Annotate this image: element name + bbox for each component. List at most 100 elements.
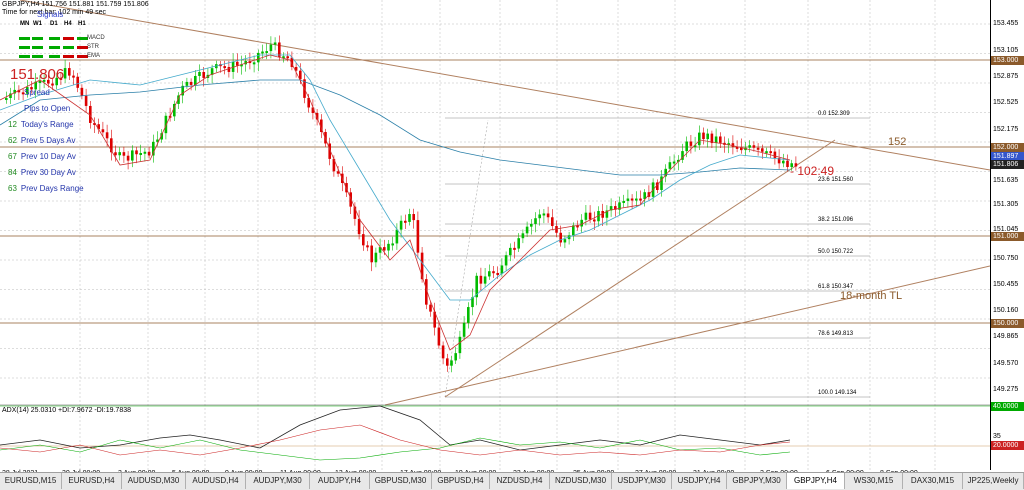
- tab-audjpy-m30[interactable]: AUDJPY,M30: [246, 473, 310, 489]
- candle-body: [496, 272, 499, 275]
- price-tag: 153.000: [991, 56, 1024, 65]
- candle-body: [635, 198, 638, 201]
- uptrend-line: [444, 139, 836, 398]
- candle-body: [307, 97, 310, 108]
- price-tick: 151.635: [993, 177, 1019, 184]
- candle-body: [458, 336, 462, 354]
- candle-body: [462, 322, 466, 337]
- candle-body: [189, 81, 193, 85]
- candle-body: [698, 132, 701, 146]
- candle-body: [475, 275, 478, 298]
- tab-eurusd-h4[interactable]: EURUSD,H4: [62, 473, 122, 489]
- candle-body: [273, 42, 277, 45]
- price-tick: 151.045: [993, 226, 1019, 233]
- signal-cell: [32, 55, 43, 58]
- adx-tag-40: 40.0000: [991, 402, 1024, 411]
- candle-body: [706, 133, 709, 140]
- candle-body: [525, 226, 529, 234]
- candle-body: [664, 168, 667, 177]
- info-row-label: Prev 5 Days Av: [20, 136, 76, 145]
- tab-gbpjpy-h4[interactable]: GBPJPY,H4: [787, 473, 845, 489]
- price-tick: 151.305: [993, 201, 1019, 208]
- tab-ws30-m15[interactable]: WS30,M15: [845, 473, 903, 489]
- tab-audusd-h4[interactable]: AUDUSD,H4: [186, 473, 246, 489]
- candle-body: [143, 151, 147, 154]
- adx-plus-di-line: [0, 437, 791, 461]
- tab-audusd-m30[interactable]: AUDUSD,M30: [122, 473, 186, 489]
- candle-body: [504, 255, 508, 266]
- tab-usdjpy-h4[interactable]: USDJPY,H4: [672, 473, 727, 489]
- signal-cell: [63, 46, 74, 49]
- candle-body: [429, 304, 432, 312]
- candle-body: [630, 198, 634, 201]
- chart-header: GBPJPY,H4 151.756 151.881 151.759 151.80…: [2, 1, 149, 17]
- candle-body: [559, 232, 562, 243]
- candle-body: [509, 247, 512, 256]
- price-tag: 152.000: [991, 143, 1024, 152]
- info-row-value: 84: [8, 168, 17, 177]
- candle-body: [55, 77, 58, 86]
- candle-body: [551, 217, 554, 227]
- signal-tf-d1: D1: [50, 21, 58, 27]
- candle-body: [731, 143, 735, 147]
- tab-gbpusd-h4[interactable]: GBPUSD,H4: [432, 473, 490, 489]
- candle-body: [59, 77, 63, 80]
- label-18-month-tl: 18-month TL: [840, 290, 903, 302]
- signal-tf-h4: H4: [64, 21, 72, 27]
- info-row-value: 62: [8, 136, 17, 145]
- tab-dax30-m15[interactable]: DAX30,M15: [903, 473, 963, 489]
- info-row-label: Prev 30 Day Av: [20, 168, 76, 177]
- candle-body: [521, 233, 525, 239]
- tab-jp225-weekly[interactable]: JP225,Weekly: [963, 473, 1024, 489]
- price-tick: 152.525: [993, 99, 1019, 106]
- candle-body: [412, 214, 415, 221]
- candle-body: [131, 150, 134, 161]
- info-row-label: Spread: [24, 88, 50, 97]
- candle-body: [68, 68, 71, 76]
- candle-body: [294, 67, 298, 71]
- tab-audjpy-h4[interactable]: AUDJPY,H4: [310, 473, 370, 489]
- price-axis[interactable]: 153.455 153.105 152.875 152.525 152.175 151.6…: [990, 0, 1024, 470]
- fib-label-6: 100.0 149.134: [818, 390, 857, 396]
- candle-body: [794, 163, 798, 167]
- candle-body: [668, 162, 672, 169]
- tab-gbpusd-m30[interactable]: GBPUSD,M30: [370, 473, 432, 489]
- candle-body: [399, 220, 403, 230]
- candle-body: [51, 83, 54, 86]
- candle-body: [93, 122, 96, 125]
- candle-body: [76, 76, 79, 88]
- candle-body: [332, 158, 336, 172]
- tab-gbpjpy-m30[interactable]: GBPJPY,M30: [727, 473, 787, 489]
- price-chart[interactable]: GBPJPY,H4 151.756 151.881 151.759 151.80…: [0, 0, 991, 470]
- candle-body: [437, 327, 441, 346]
- candle-body: [609, 206, 613, 211]
- candle-body: [546, 213, 550, 218]
- tab-eurusd-m15[interactable]: EURUSD,M15: [0, 473, 62, 489]
- candle-body: [231, 61, 235, 72]
- candle-body: [479, 275, 483, 284]
- downtrend-line: [19, 0, 991, 171]
- candle-body: [450, 360, 453, 366]
- candle-body: [719, 136, 722, 143]
- price-tick: 152.175: [993, 126, 1019, 133]
- tab-usdjpy-m30[interactable]: USDJPY,M30: [612, 473, 672, 489]
- fib-label-3: 50.0 150.722: [818, 249, 854, 255]
- candle-body: [17, 89, 21, 93]
- candle-body: [542, 213, 546, 216]
- info-row: Pips to Open: [8, 104, 70, 113]
- candle-body: [261, 51, 264, 54]
- info-row-label: Pips to Open: [24, 104, 71, 113]
- tab-nzdusd-h4[interactable]: NZDUSD,H4: [490, 473, 550, 489]
- candle-body: [383, 247, 386, 251]
- candle-body: [483, 276, 487, 284]
- fib-label-2: 38.2 151.096: [818, 217, 854, 223]
- candle-body: [685, 141, 688, 152]
- signal-cell: [49, 37, 60, 40]
- price-tick: 150.455: [993, 281, 1019, 288]
- candle-body: [177, 95, 180, 104]
- candle-body: [563, 239, 567, 243]
- tab-nzdusd-m30[interactable]: NZDUSD,M30: [550, 473, 612, 489]
- candle-body: [517, 238, 520, 249]
- candle-body: [782, 160, 785, 164]
- signal-cell: [49, 46, 60, 49]
